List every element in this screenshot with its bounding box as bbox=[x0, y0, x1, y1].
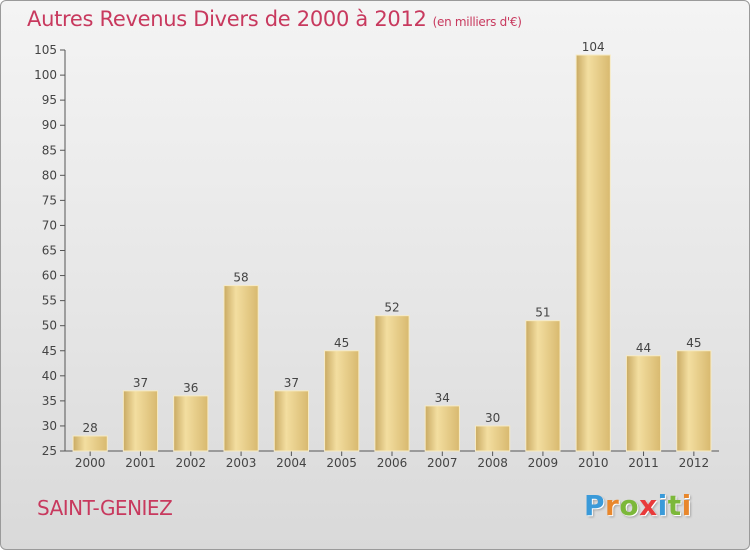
title-unit: (en milliers d'€) bbox=[432, 15, 522, 29]
data-label: 44 bbox=[636, 341, 651, 355]
data-label: 58 bbox=[233, 271, 248, 285]
y-tick-label: 85 bbox=[42, 143, 57, 157]
data-labels: 28 37 36 58 37 45 52 34 30 51 104 44 45 bbox=[83, 40, 702, 435]
data-label: 45 bbox=[686, 336, 701, 350]
x-tick-label: 2003 bbox=[226, 456, 257, 470]
title-text: Autres Revenus Divers de 2000 à 2012 bbox=[27, 7, 427, 31]
x-tick-label: 2001 bbox=[125, 456, 156, 470]
y-tick-label: 70 bbox=[42, 218, 57, 232]
bar bbox=[223, 285, 259, 452]
data-label: 104 bbox=[582, 40, 605, 54]
bar bbox=[625, 355, 662, 452]
x-tick-label: 2006 bbox=[377, 456, 408, 470]
data-label: 45 bbox=[334, 336, 349, 350]
data-label: 30 bbox=[485, 411, 500, 425]
y-tick-label: 100 bbox=[34, 68, 57, 82]
y-axis: 25 30 35 40 45 50 55 60 65 70 75 80 85 90 95 100 105 bbox=[34, 43, 66, 458]
bar bbox=[122, 390, 159, 452]
logo-letter: P bbox=[584, 489, 606, 522]
x-tick-label: 2008 bbox=[477, 456, 508, 470]
bar bbox=[273, 390, 309, 452]
y-tick-label: 35 bbox=[42, 394, 57, 408]
data-label: 28 bbox=[83, 421, 98, 435]
x-tick-label: 2010 bbox=[578, 456, 609, 470]
bars bbox=[72, 54, 712, 452]
y-tick-label: 80 bbox=[42, 168, 57, 182]
logo-letter: i bbox=[681, 489, 692, 522]
bar bbox=[424, 405, 460, 452]
logo-letter: r bbox=[605, 489, 620, 522]
bar bbox=[475, 425, 511, 452]
y-tick-label: 105 bbox=[34, 43, 57, 57]
bar bbox=[525, 320, 561, 452]
bar bbox=[374, 315, 410, 452]
y-tick-label: 55 bbox=[42, 294, 57, 308]
x-tick-label: 2004 bbox=[276, 456, 307, 470]
logo-letter: o bbox=[619, 489, 640, 522]
logo-letter: i bbox=[657, 489, 668, 522]
data-label: 36 bbox=[183, 381, 198, 395]
y-tick-label: 95 bbox=[42, 93, 57, 107]
x-tick-label: 2002 bbox=[175, 456, 206, 470]
y-tick-label: 65 bbox=[42, 244, 57, 258]
x-axis: 2000 2001 2002 2003 2004 2005 2006 2007 2008 2009… bbox=[65, 450, 719, 470]
bar bbox=[676, 350, 712, 452]
bar bbox=[324, 350, 360, 452]
data-label: 34 bbox=[435, 391, 450, 405]
bar bbox=[72, 435, 108, 452]
x-tick-label: 2007 bbox=[427, 456, 458, 470]
proxiti-logo: Proxiti bbox=[584, 489, 692, 522]
y-tick-label: 60 bbox=[42, 269, 57, 283]
x-tick-label: 2005 bbox=[326, 456, 357, 470]
y-tick-label: 30 bbox=[42, 419, 57, 433]
y-tick-label: 45 bbox=[42, 344, 57, 358]
y-tick-label: 50 bbox=[42, 319, 57, 333]
logo-letter: t bbox=[667, 489, 682, 522]
y-tick-label: 25 bbox=[42, 444, 57, 458]
y-tick-label: 40 bbox=[42, 369, 57, 383]
x-tick-label: 2012 bbox=[679, 456, 710, 470]
data-label: 37 bbox=[133, 376, 148, 390]
commune-name: SAINT-GENIEZ bbox=[37, 496, 173, 520]
y-tick-label: 75 bbox=[42, 193, 57, 207]
data-label: 52 bbox=[384, 301, 399, 315]
x-tick-label: 2009 bbox=[528, 456, 559, 470]
chart-title: Autres Revenus Divers de 2000 à 2012 (en … bbox=[27, 7, 522, 31]
y-tick-label: 90 bbox=[42, 118, 57, 132]
x-tick-label: 2011 bbox=[628, 456, 659, 470]
bar bbox=[173, 395, 209, 452]
logo-letter: x bbox=[639, 489, 658, 522]
data-label: 51 bbox=[535, 306, 550, 320]
x-tick-label: 2000 bbox=[75, 456, 106, 470]
bar bbox=[575, 54, 611, 452]
data-label: 37 bbox=[284, 376, 299, 390]
